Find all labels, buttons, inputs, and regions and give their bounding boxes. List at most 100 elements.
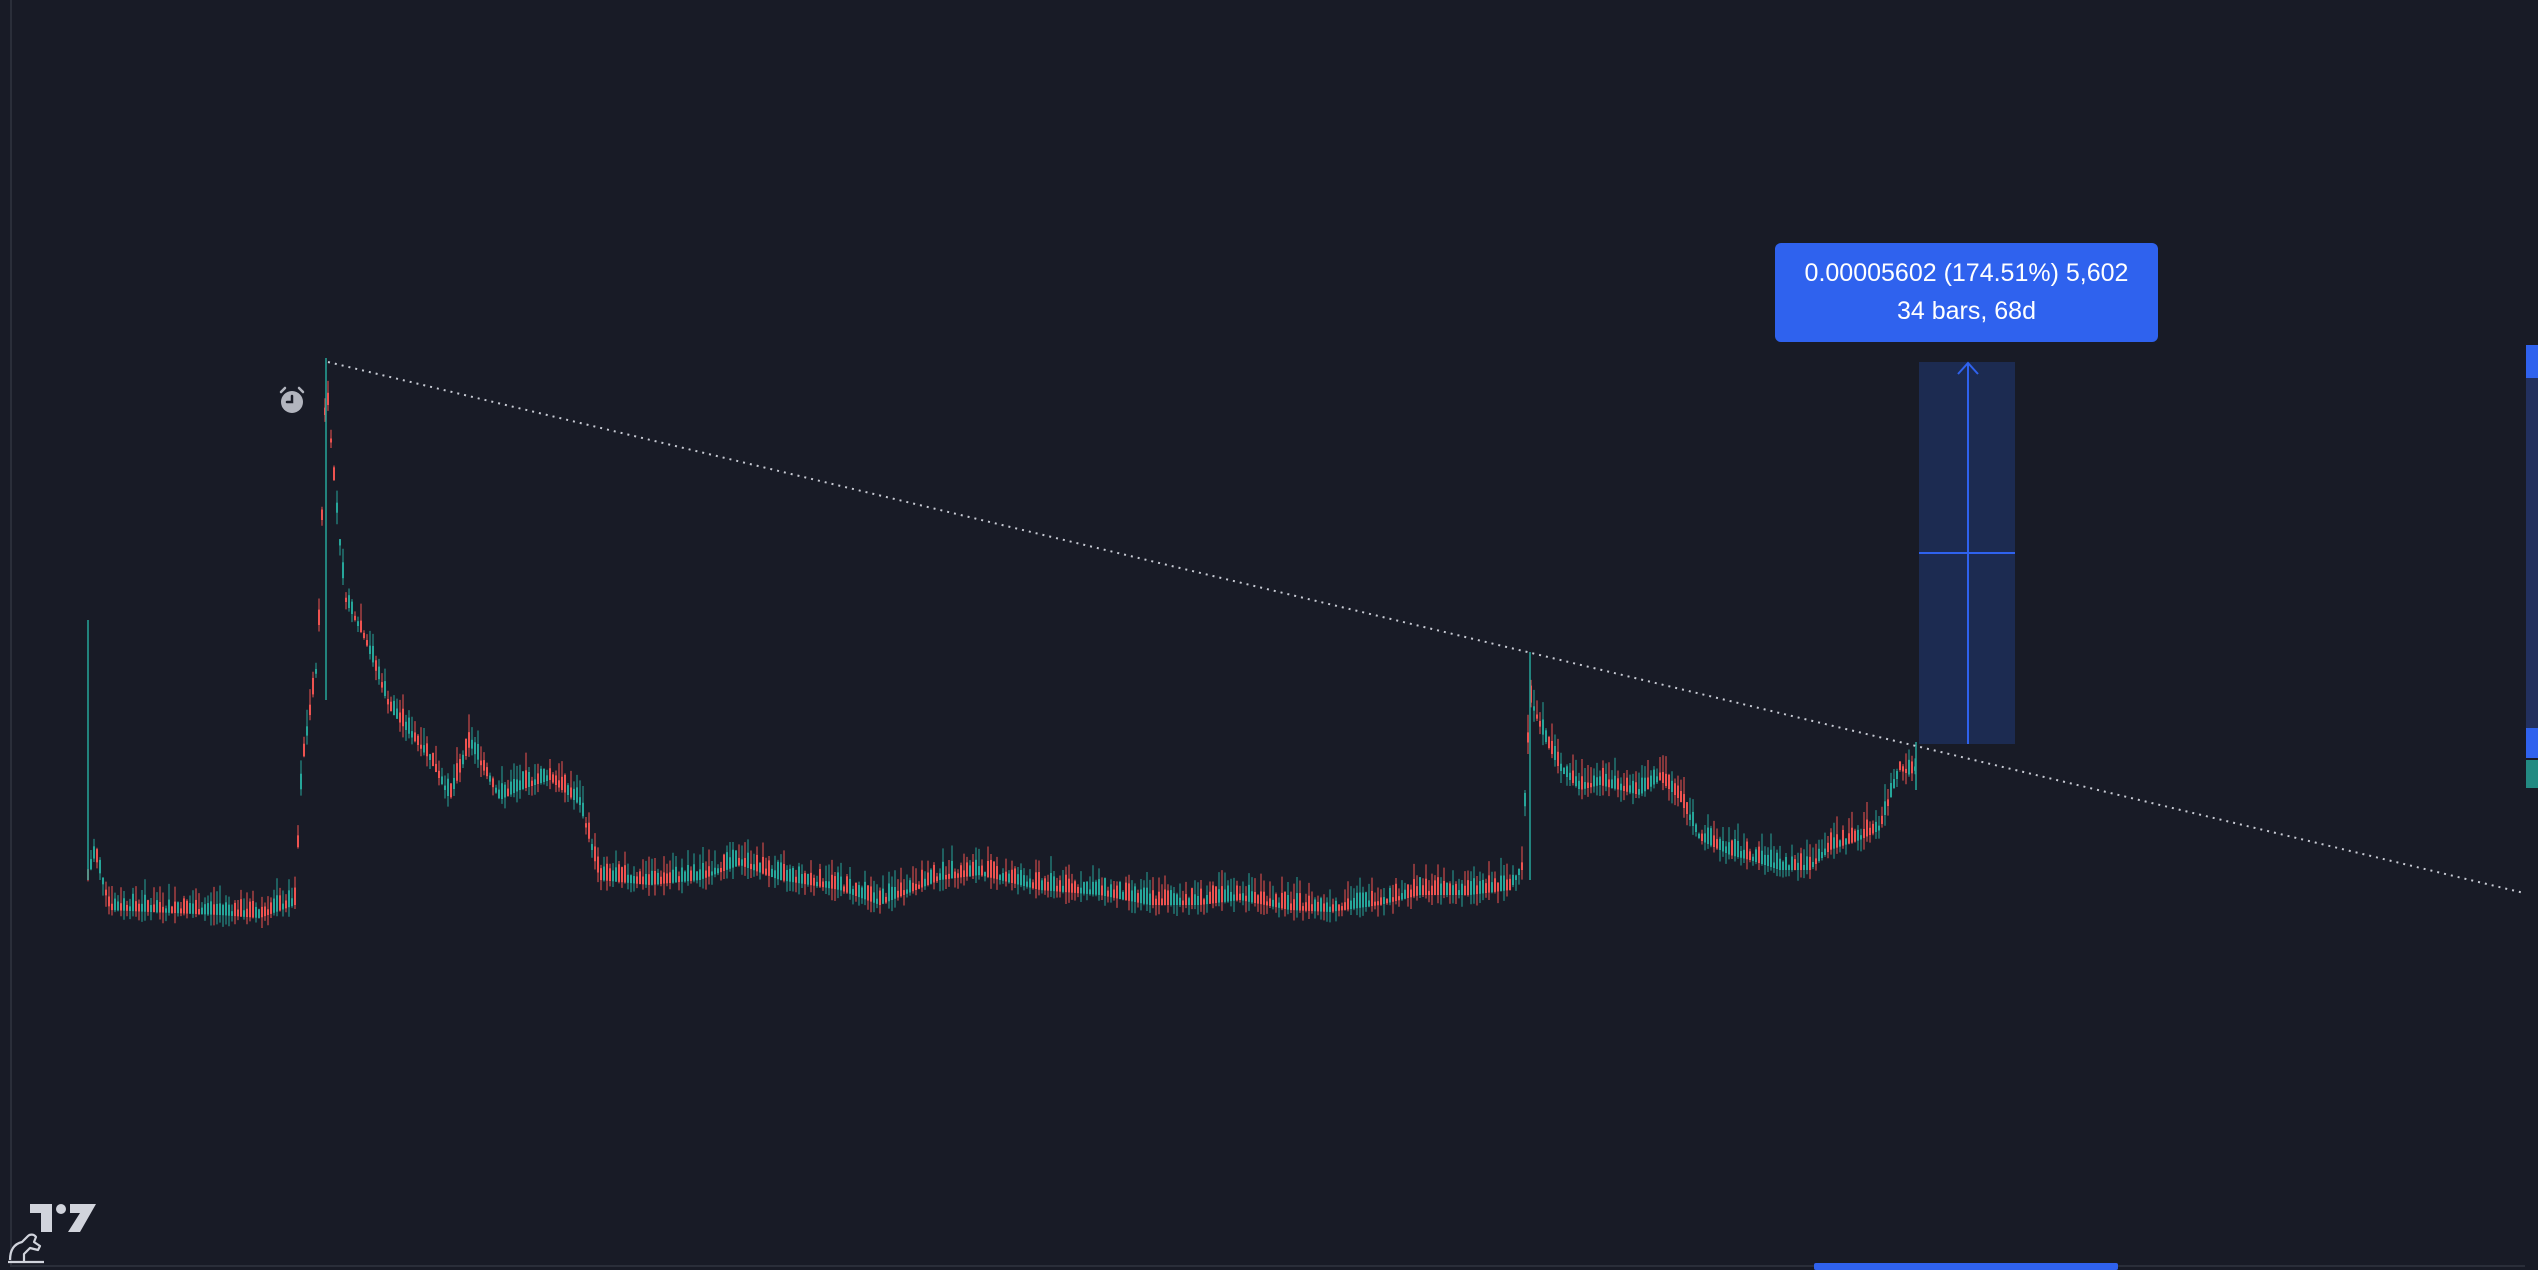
candle-body	[327, 392, 329, 405]
candle-body	[540, 768, 542, 783]
measure-tooltip: 0.00005602 (174.51%) 5,602 34 bars, 68d	[1775, 243, 2158, 342]
time-scale-scroll-indicator[interactable]	[1814, 1263, 2118, 1270]
candle-body	[1887, 799, 1889, 806]
candle-body	[1044, 878, 1046, 891]
candle-body	[411, 731, 413, 738]
candle-body	[657, 872, 659, 885]
measure-tool-icon[interactable]	[4, 1222, 48, 1266]
candle-body	[1341, 906, 1343, 911]
candle-body	[744, 857, 746, 867]
candle-body	[267, 909, 269, 916]
candle-body	[1164, 889, 1166, 905]
candle-body	[186, 900, 188, 914]
candle-body	[1200, 888, 1202, 905]
candle-body	[1296, 893, 1298, 911]
trendline[interactable]	[327, 361, 2525, 894]
candle-body	[1215, 886, 1217, 903]
candle-body	[159, 902, 161, 913]
candle-body	[93, 846, 95, 859]
candle-body	[183, 898, 185, 914]
candle-body	[1635, 782, 1637, 794]
candle-body	[1872, 823, 1874, 834]
candle-body	[312, 677, 314, 695]
candle-body	[753, 864, 755, 871]
candle-body	[792, 867, 794, 883]
candle-body	[555, 775, 557, 785]
candle-body	[1650, 775, 1652, 787]
alarm-clock-icon[interactable]	[276, 385, 308, 417]
candle-body	[615, 867, 617, 882]
candle-body	[1347, 898, 1349, 910]
candle-body	[663, 872, 665, 884]
candle-body	[756, 854, 758, 872]
candle-body	[201, 907, 203, 915]
tradingview-logo-icon[interactable]	[28, 1202, 98, 1236]
candle-body	[1212, 885, 1214, 904]
candle-body	[873, 892, 875, 903]
candle-body	[786, 869, 788, 882]
candle-body	[1191, 888, 1193, 905]
candle-body	[477, 743, 479, 760]
candle-body	[1863, 828, 1865, 838]
measure-range-box[interactable]	[1919, 361, 2015, 744]
candle-body	[390, 701, 392, 712]
candle-body	[1845, 838, 1847, 845]
candle-body	[603, 866, 605, 881]
candle-body	[1854, 830, 1856, 842]
candle-body	[1686, 802, 1688, 814]
candle-body	[798, 866, 800, 884]
candle-body	[1395, 883, 1397, 901]
candle-body	[441, 776, 443, 784]
candle-body	[651, 870, 653, 885]
candle-body	[1779, 858, 1781, 870]
candle-body	[1437, 877, 1439, 895]
candle-body	[1146, 887, 1148, 905]
candle-body	[1770, 849, 1772, 867]
candle-body	[279, 895, 281, 911]
candle-body	[1797, 862, 1799, 870]
candle-body	[483, 760, 485, 771]
candle-body	[675, 866, 677, 883]
candle-body	[642, 876, 644, 885]
candle-body	[864, 881, 866, 900]
candle-body	[723, 854, 725, 871]
candle-body	[948, 873, 950, 879]
candle-body	[1344, 902, 1346, 910]
candle-body	[702, 862, 704, 879]
candle-body	[528, 771, 530, 787]
candle-body	[393, 700, 395, 715]
candle-body	[531, 780, 533, 786]
candle-body	[1551, 740, 1553, 754]
candle-body	[1260, 891, 1262, 905]
candle-body	[1476, 885, 1478, 895]
candle-body	[1593, 775, 1595, 787]
candle-body	[1740, 851, 1742, 858]
candle-body	[1371, 890, 1373, 907]
candle-body	[1020, 869, 1022, 886]
candle-body	[1356, 892, 1358, 909]
candle-body	[1572, 770, 1574, 783]
candle-body	[1788, 865, 1790, 870]
candle-body	[1839, 840, 1841, 847]
candle-body	[1470, 881, 1472, 895]
candle-body	[636, 876, 638, 884]
candle-body	[309, 704, 311, 715]
candle-body	[1236, 885, 1238, 901]
candle-body	[351, 601, 353, 614]
candle-body	[945, 874, 947, 880]
candle-body	[447, 778, 449, 796]
candle-body	[804, 873, 806, 885]
candle-body	[1242, 893, 1244, 901]
candle-body	[996, 866, 998, 880]
candle-body	[264, 906, 266, 917]
candle-body	[981, 865, 983, 876]
candle-body	[177, 902, 179, 914]
candle-body	[1524, 792, 1526, 807]
candle-body	[456, 763, 458, 781]
candle-body	[342, 562, 344, 579]
candle-body	[1029, 878, 1031, 888]
candle-body	[1230, 891, 1232, 902]
candle-body	[891, 886, 893, 900]
